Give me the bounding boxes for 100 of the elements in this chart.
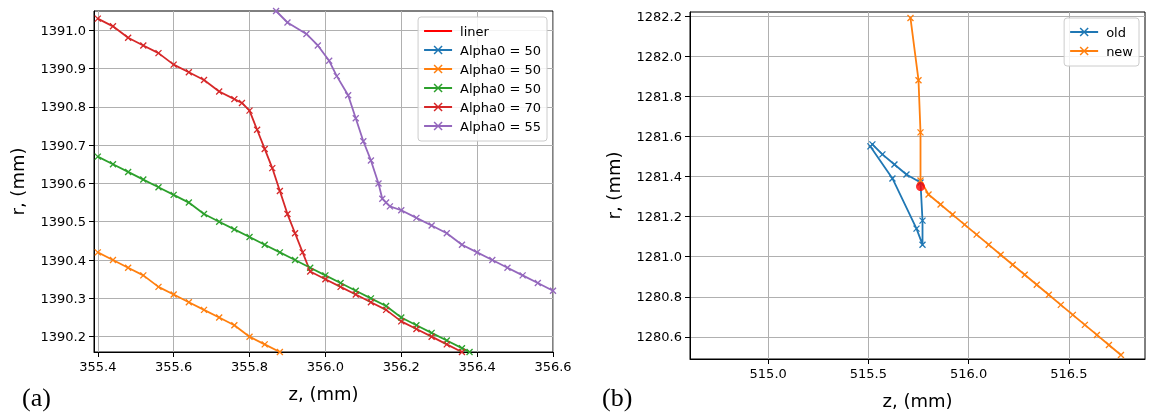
x-tick-label: 355.4 xyxy=(79,359,117,374)
point xyxy=(488,256,496,264)
point xyxy=(443,340,451,348)
point xyxy=(473,248,481,257)
legend-label: Alpha0 = 50 xyxy=(460,61,541,77)
point xyxy=(154,283,163,291)
point xyxy=(215,313,223,322)
point xyxy=(314,41,322,50)
legend-label: new xyxy=(1106,43,1134,59)
y-tick-label: 1282.2 xyxy=(636,8,682,24)
point xyxy=(344,91,352,99)
y-tick-label: 1390.5 xyxy=(40,214,86,230)
point xyxy=(154,183,163,191)
legend-label: Alpha0 = 70 xyxy=(460,99,541,115)
point xyxy=(139,175,147,184)
point xyxy=(200,306,208,314)
point xyxy=(230,321,239,329)
point xyxy=(154,49,163,57)
point xyxy=(245,333,254,341)
point xyxy=(261,145,269,153)
point xyxy=(549,287,557,295)
x-tick-label: 515.0 xyxy=(749,366,787,381)
legend-label: Alpha0 = 50 xyxy=(460,80,541,96)
y-tick-label: 1390.7 xyxy=(40,137,86,153)
y-tick-label: 1281.2 xyxy=(636,209,682,225)
point xyxy=(245,233,254,241)
point xyxy=(352,290,360,299)
x-tick-label: 515.5 xyxy=(849,366,887,381)
y-tick-label: 1280.6 xyxy=(636,329,682,345)
x-tick-label: 516.0 xyxy=(950,366,988,381)
point xyxy=(321,275,330,283)
point xyxy=(109,22,117,30)
y-axis-title: r, (mm) xyxy=(602,151,624,220)
y-tick-label: 1280.8 xyxy=(636,289,682,305)
point xyxy=(534,279,542,287)
point xyxy=(170,290,178,299)
point xyxy=(94,15,102,23)
point xyxy=(276,348,284,356)
y-tick-label: 1390.2 xyxy=(40,329,86,345)
point xyxy=(230,95,239,103)
x-axis-title: z, (mm) xyxy=(288,382,359,404)
point xyxy=(916,128,925,136)
point xyxy=(912,224,921,233)
y-tick-label: 1282.0 xyxy=(636,48,682,64)
point xyxy=(268,164,276,172)
point xyxy=(412,214,421,222)
point xyxy=(215,218,223,226)
point xyxy=(333,72,341,80)
x-tick-label: 355.6 xyxy=(155,359,193,374)
y-tick-label: 1390.8 xyxy=(40,99,86,115)
point xyxy=(367,156,375,165)
point xyxy=(109,160,117,168)
point xyxy=(302,30,311,38)
point xyxy=(503,264,512,272)
y-tick-label: 1281.0 xyxy=(636,249,682,265)
point xyxy=(386,202,394,211)
point xyxy=(185,68,193,76)
point xyxy=(458,344,466,352)
point xyxy=(916,182,926,191)
point xyxy=(914,76,923,84)
legend-label: Alpha0 = 55 xyxy=(460,118,541,134)
legend-label: liner xyxy=(460,23,490,39)
x-tick-label: 356.6 xyxy=(534,359,572,374)
point xyxy=(283,210,292,218)
point xyxy=(139,41,147,50)
point xyxy=(276,248,284,257)
y-tick-label: 1281.4 xyxy=(636,168,682,184)
x-tick-label: 356.0 xyxy=(306,359,345,374)
y-tick-label: 1390.9 xyxy=(40,60,86,76)
point xyxy=(336,283,345,291)
y-tick-label: 1391.0 xyxy=(40,22,86,38)
x-axis-title: z, (mm) xyxy=(882,389,953,411)
y-tick-label: 1390.4 xyxy=(40,252,86,268)
point xyxy=(306,267,314,276)
point xyxy=(170,191,178,199)
point xyxy=(918,241,927,249)
x-tick-label: 516.5 xyxy=(1050,366,1088,381)
point xyxy=(185,198,193,207)
point xyxy=(291,229,299,237)
legend-label: old xyxy=(1106,24,1126,40)
point xyxy=(94,152,102,161)
point xyxy=(412,325,421,333)
point xyxy=(253,126,261,134)
legend-label: Alpha0 = 50 xyxy=(460,42,541,58)
point xyxy=(215,87,223,96)
text: (a) xyxy=(22,382,51,412)
x-tick-label: 356.4 xyxy=(458,359,496,374)
x-tick-label: 355.8 xyxy=(230,359,269,374)
point xyxy=(906,14,915,22)
point xyxy=(458,241,466,249)
x-tick-label: 356.2 xyxy=(382,359,420,374)
y-tick-label: 1390.3 xyxy=(40,290,86,306)
y-tick-label: 1390.6 xyxy=(40,175,86,191)
point xyxy=(94,248,102,257)
point xyxy=(124,264,132,272)
point xyxy=(465,348,474,356)
text: (b) xyxy=(602,382,633,412)
y-tick-label: 1281.6 xyxy=(636,128,682,144)
y-tick-label: 1281.8 xyxy=(636,88,682,104)
y-axis-title: r, (mm) xyxy=(6,147,28,216)
